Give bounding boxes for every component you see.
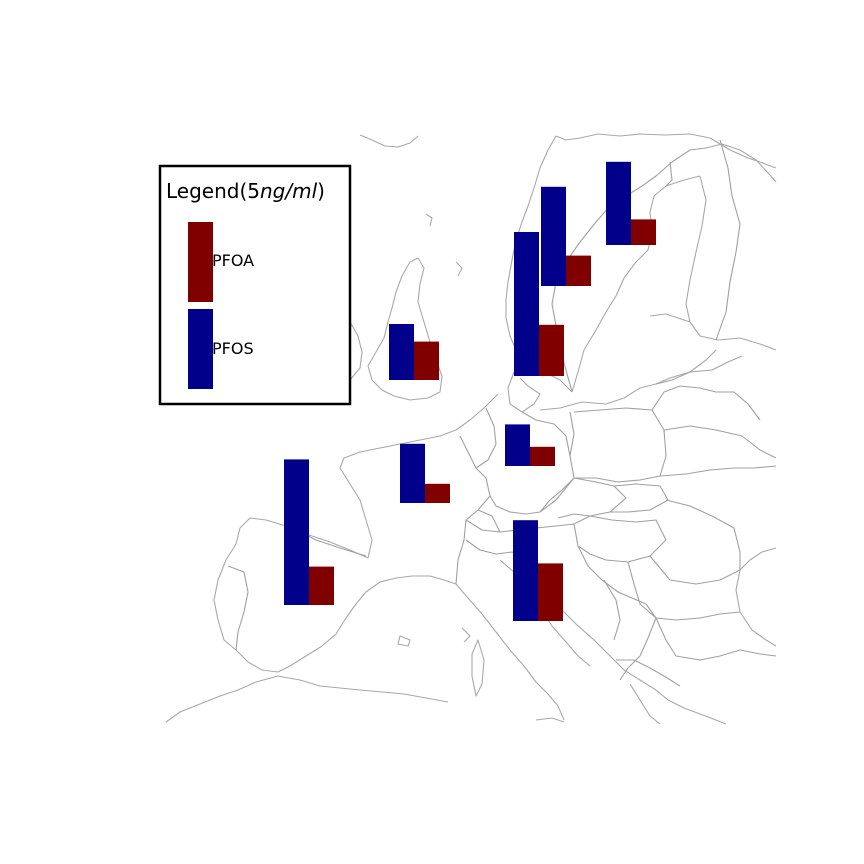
bar-pfos-central-sweden <box>541 186 566 286</box>
legend-title: Legend(5ng/ml) <box>166 179 325 203</box>
bar-pfoa-central-sweden <box>566 255 591 286</box>
country-borders <box>227 139 777 687</box>
bar-pfos-central-germany <box>505 424 530 466</box>
bar-pfos-iberia <box>284 459 309 605</box>
legend-swatch-pfoa <box>188 222 213 302</box>
legend-swatch-pfos <box>188 309 213 389</box>
bar-pfoa-northern-sweden <box>631 219 656 245</box>
bar-pfos-central-france <box>400 443 425 503</box>
bar-pfos-southern-norway <box>514 232 539 376</box>
bar-pfoa-southern-norway <box>539 324 564 376</box>
bar-pfos-northern-sweden <box>606 161 631 245</box>
bar-pfoa-northern-italy <box>538 563 563 621</box>
legend-label-pfoa: PFOA <box>212 251 254 270</box>
bar-pfos-northern-italy <box>513 520 538 621</box>
bar-pfoa-central-germany <box>530 446 555 466</box>
bar-pfoa-southern-uk <box>414 341 439 380</box>
bar-pfoa-iberia <box>309 566 334 605</box>
legend-label-pfos: PFOS <box>212 339 254 358</box>
bar-pfoa-central-france <box>425 483 450 503</box>
bar-pfos-southern-uk <box>389 324 414 380</box>
legend-box: Legend(5ng/ml) PFOA PFOS <box>158 164 352 406</box>
bar-markers <box>284 161 656 621</box>
